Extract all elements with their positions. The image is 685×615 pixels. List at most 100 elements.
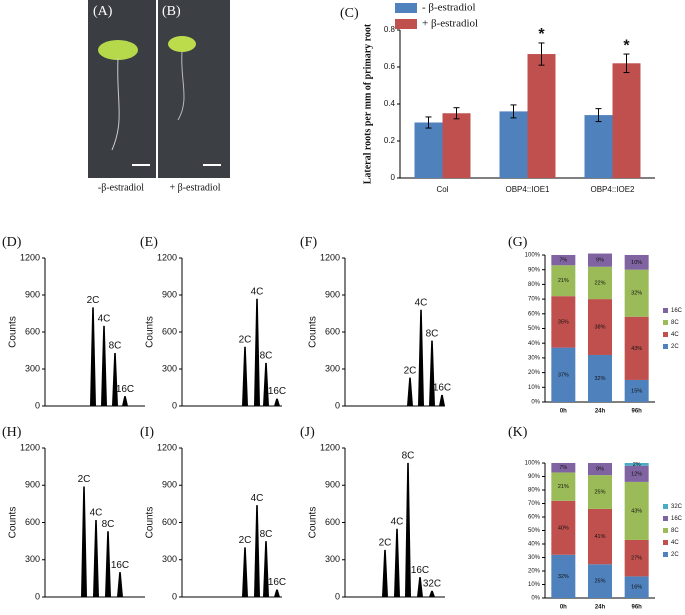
y-tick-label: 1200 — [320, 252, 340, 262]
x-tick-label: 0h — [560, 605, 567, 611]
photo-caption: -β-estradiol — [98, 182, 144, 193]
peak-label: 2C — [239, 535, 252, 546]
y-axis-label: Lateral roots per mm of primary root — [362, 23, 373, 184]
bar-segment — [588, 299, 612, 355]
y-tick-label: 40% — [528, 542, 541, 548]
value-label: 32% — [631, 291, 642, 297]
y-tick-label: 60% — [528, 311, 541, 317]
peak — [122, 396, 128, 406]
panel-label: (G) — [508, 235, 528, 250]
peak — [93, 520, 99, 597]
peak — [90, 307, 96, 406]
y-tick-label: 0 — [35, 400, 40, 410]
value-label: 27% — [631, 556, 642, 562]
bar-segment — [588, 508, 612, 565]
panel-label: (K) — [508, 425, 528, 440]
y-tick-label: 20% — [528, 370, 541, 376]
y-tick-label: 60% — [528, 515, 541, 521]
legend-swatch — [663, 528, 668, 533]
bar — [442, 113, 471, 178]
seedling — [168, 36, 196, 52]
value-label: 9% — [596, 467, 604, 473]
y-tick-label: 600 — [25, 517, 40, 527]
y-tick-label: 80% — [528, 282, 541, 288]
peak — [105, 531, 111, 597]
legend-swatch — [663, 308, 668, 313]
legend-label: 8C — [671, 320, 679, 326]
value-label: 21% — [558, 278, 569, 284]
photo — [158, 0, 230, 178]
y-axis-label: Counts — [8, 507, 19, 539]
bar-segment — [624, 539, 649, 577]
bar-segment — [551, 296, 576, 348]
x-tick-label: 96h — [631, 605, 642, 611]
legend-label: 16C — [671, 516, 683, 522]
bar — [527, 54, 556, 178]
y-tick-label: 300 — [325, 554, 340, 564]
peak-label: 8C — [109, 341, 122, 352]
bar-segment — [588, 564, 612, 598]
peak-label: 2C — [78, 474, 91, 485]
panel-label: (D) — [2, 235, 22, 250]
y-tick-label: 900 — [325, 289, 340, 299]
y-tick-label: 0 — [172, 591, 177, 601]
legend-swatch — [395, 19, 417, 29]
y-tick-label: 300 — [162, 554, 177, 564]
bar — [499, 111, 528, 178]
peak-label: 2C — [404, 365, 417, 376]
peak — [382, 549, 388, 597]
peak — [274, 589, 280, 597]
peak-label: 8C — [102, 519, 115, 530]
y-tick-label: 900 — [325, 480, 340, 490]
root — [111, 57, 120, 151]
bar-segment — [588, 354, 612, 402]
peak — [274, 398, 280, 406]
bar — [584, 115, 613, 178]
y-tick-label: 40% — [528, 341, 541, 347]
bar-segment — [588, 253, 612, 267]
bar-segment — [551, 265, 576, 297]
peak — [394, 528, 400, 597]
peak — [429, 590, 435, 597]
peak-label: 4C — [90, 508, 103, 519]
bar-segment — [624, 316, 649, 380]
panel-label: (I) — [140, 425, 154, 440]
y-tick-label: 1200 — [157, 442, 177, 452]
y-tick-label: 900 — [162, 289, 177, 299]
bar-segment — [624, 576, 649, 598]
y-axis-label: Counts — [145, 507, 156, 539]
y-tick-label: 80% — [528, 488, 541, 494]
panel-label: (B) — [162, 4, 181, 19]
y-tick-label: 50% — [528, 528, 541, 534]
peak-label: 2C — [239, 334, 252, 345]
x-tick-label: OBP4::IOE1 — [505, 185, 550, 194]
peak-label: 4C — [391, 516, 404, 527]
y-tick-label: 0.2 — [384, 136, 396, 145]
value-label: 37% — [558, 372, 569, 378]
y-tick-label: 10% — [528, 582, 541, 588]
bar-segment — [588, 475, 612, 509]
y-tick-label: 300 — [162, 363, 177, 373]
legend-swatch — [663, 504, 668, 509]
bar-segment — [551, 347, 576, 402]
seedling — [98, 40, 138, 60]
peak-label: 2C — [379, 537, 392, 548]
peak — [429, 340, 435, 406]
y-tick-label: 0 — [391, 173, 396, 182]
significance-marker: * — [623, 37, 630, 54]
peak — [254, 505, 260, 597]
peak-label: 16C — [433, 383, 451, 394]
bar-segment — [624, 379, 649, 402]
legend-label: + β-estradiol — [422, 18, 478, 30]
value-label: 7% — [559, 258, 567, 264]
legend-label: 2C — [671, 344, 679, 350]
value-label: 15% — [631, 388, 642, 394]
value-label: 22% — [594, 280, 605, 286]
bar-segment — [624, 255, 649, 270]
bar-segment — [588, 266, 612, 300]
legend-label: 16C — [671, 308, 683, 314]
y-tick-label: 900 — [25, 480, 40, 490]
value-label: 41% — [594, 534, 605, 540]
x-tick-label: 96h — [631, 409, 642, 415]
